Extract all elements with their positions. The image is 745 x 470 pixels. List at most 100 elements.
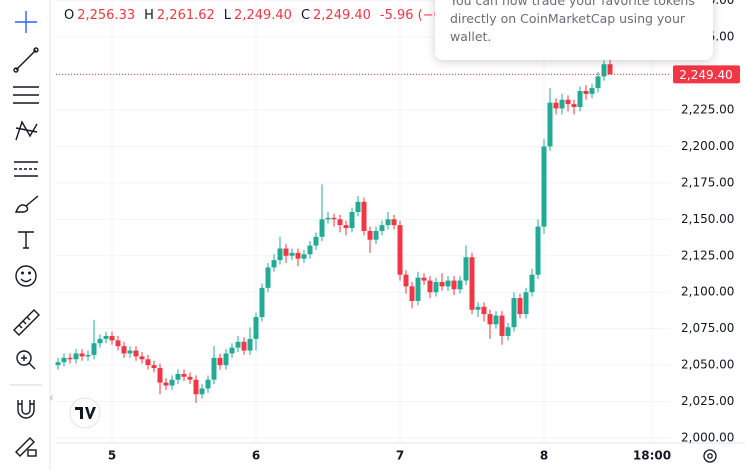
settings-icon[interactable]	[703, 449, 717, 463]
candle-body	[367, 230, 373, 240]
candle-body	[229, 347, 235, 354]
text-tool[interactable]	[18, 231, 34, 249]
candle-body	[97, 338, 103, 344]
candle-body	[577, 90, 583, 108]
candle-body	[67, 357, 73, 360]
candle-body	[163, 382, 169, 386]
y-tick-label: 2,100.00	[681, 285, 734, 299]
x-tick-label: 18:00	[633, 449, 671, 463]
candle-body	[73, 353, 79, 360]
zoom-tool[interactable]	[16, 350, 36, 370]
candle-body	[55, 362, 61, 366]
close-key: C	[300, 8, 311, 23]
low-value: 2,249.40	[234, 8, 292, 23]
candle-body	[235, 341, 241, 348]
candle-body	[85, 354, 91, 357]
candle-body	[463, 257, 469, 281]
x-tick-label: 7	[396, 449, 404, 463]
candle-body	[403, 274, 409, 287]
candle-body	[385, 219, 391, 226]
grid	[56, 0, 670, 443]
x-tick-label: 6	[252, 449, 260, 463]
candle-body	[589, 88, 595, 94]
y-tick-label: 2,225.00	[681, 102, 734, 116]
candle-body	[427, 280, 433, 293]
candle-body	[481, 306, 487, 315]
candle-body	[343, 225, 349, 229]
candle-body	[559, 99, 565, 109]
candle-body	[325, 217, 331, 220]
candle-body	[247, 338, 253, 351]
candle-body	[175, 373, 181, 380]
y-tick-label: 2,125.00	[681, 248, 734, 262]
magnet-tool[interactable]	[17, 400, 35, 419]
candle-body	[109, 335, 115, 341]
ohlc-legend: O 2,256.33 H 2,261.62 L 2,249.40 C 2,249.40 …	[64, 8, 454, 23]
emoji-tool[interactable]	[15, 265, 37, 287]
candle-body	[319, 219, 325, 237]
fib-tool[interactable]	[13, 86, 39, 104]
candle-body	[433, 282, 439, 293]
candle-body	[205, 379, 211, 389]
y-tick-label: 2,200.00	[681, 139, 734, 153]
candle-body	[391, 219, 397, 226]
candle-body	[511, 298, 517, 328]
candle-body	[211, 357, 217, 380]
lock-draw-tool[interactable]	[15, 437, 37, 457]
prediction-tool[interactable]	[14, 161, 38, 177]
y-tick-label: 2,000.00	[681, 431, 734, 445]
candle-body	[487, 314, 493, 325]
brush-tool[interactable]	[14, 195, 39, 213]
open-key: O	[64, 8, 75, 23]
candle-body	[313, 236, 319, 246]
candle-body	[379, 225, 385, 231]
candle-body	[151, 365, 157, 369]
candle-body	[361, 201, 367, 231]
candle-body	[553, 102, 559, 109]
candle-body	[253, 317, 259, 339]
toolbar	[10, 11, 42, 457]
candle-body	[61, 357, 67, 363]
candle-body	[145, 359, 151, 366]
candle-body	[91, 343, 97, 355]
candle-body	[199, 388, 205, 395]
candle-body	[193, 379, 199, 395]
candle-body	[295, 252, 301, 259]
candle-body	[355, 201, 361, 213]
candle-body	[277, 248, 283, 261]
candle-body	[259, 287, 265, 318]
y-tick-label: 2,175.00	[681, 175, 734, 189]
y-tick-label: 2,025.00	[681, 394, 734, 408]
candle-body	[373, 230, 379, 240]
collapse-toggle[interactable]: ‹	[49, 391, 54, 405]
candle-body	[169, 379, 175, 386]
y-tick-label: 2,150.00	[681, 212, 734, 226]
y-tick-label: 2,050.00	[681, 358, 734, 372]
last-price-tag	[673, 65, 740, 84]
candle-body	[139, 356, 145, 360]
candle-body	[547, 102, 553, 147]
candle-body	[157, 368, 163, 383]
candle-body	[397, 225, 403, 275]
crosshair-tool[interactable]	[15, 11, 37, 33]
candles	[55, 56, 613, 404]
pattern-tool[interactable]	[15, 120, 38, 141]
notice-popup[interactable]: You can now trade your favorite tokens d…	[435, 0, 713, 60]
candle-body	[505, 327, 511, 336]
ruler-tool[interactable]	[13, 309, 40, 336]
candle-body	[469, 257, 475, 310]
low-key: L	[223, 8, 232, 23]
x-tick-label: 8	[540, 449, 548, 463]
candle-body	[307, 245, 313, 255]
trend-line-tool[interactable]	[13, 47, 39, 73]
candle-body	[475, 306, 481, 310]
candle-body	[127, 350, 133, 354]
candle-body	[283, 248, 289, 256]
last-price-label: 2,249.40	[679, 68, 732, 82]
candle-body	[499, 315, 505, 336]
candle-body	[583, 90, 589, 94]
candle-body	[445, 280, 451, 287]
candle-body	[607, 64, 613, 75]
tv-logo[interactable]	[69, 397, 101, 429]
